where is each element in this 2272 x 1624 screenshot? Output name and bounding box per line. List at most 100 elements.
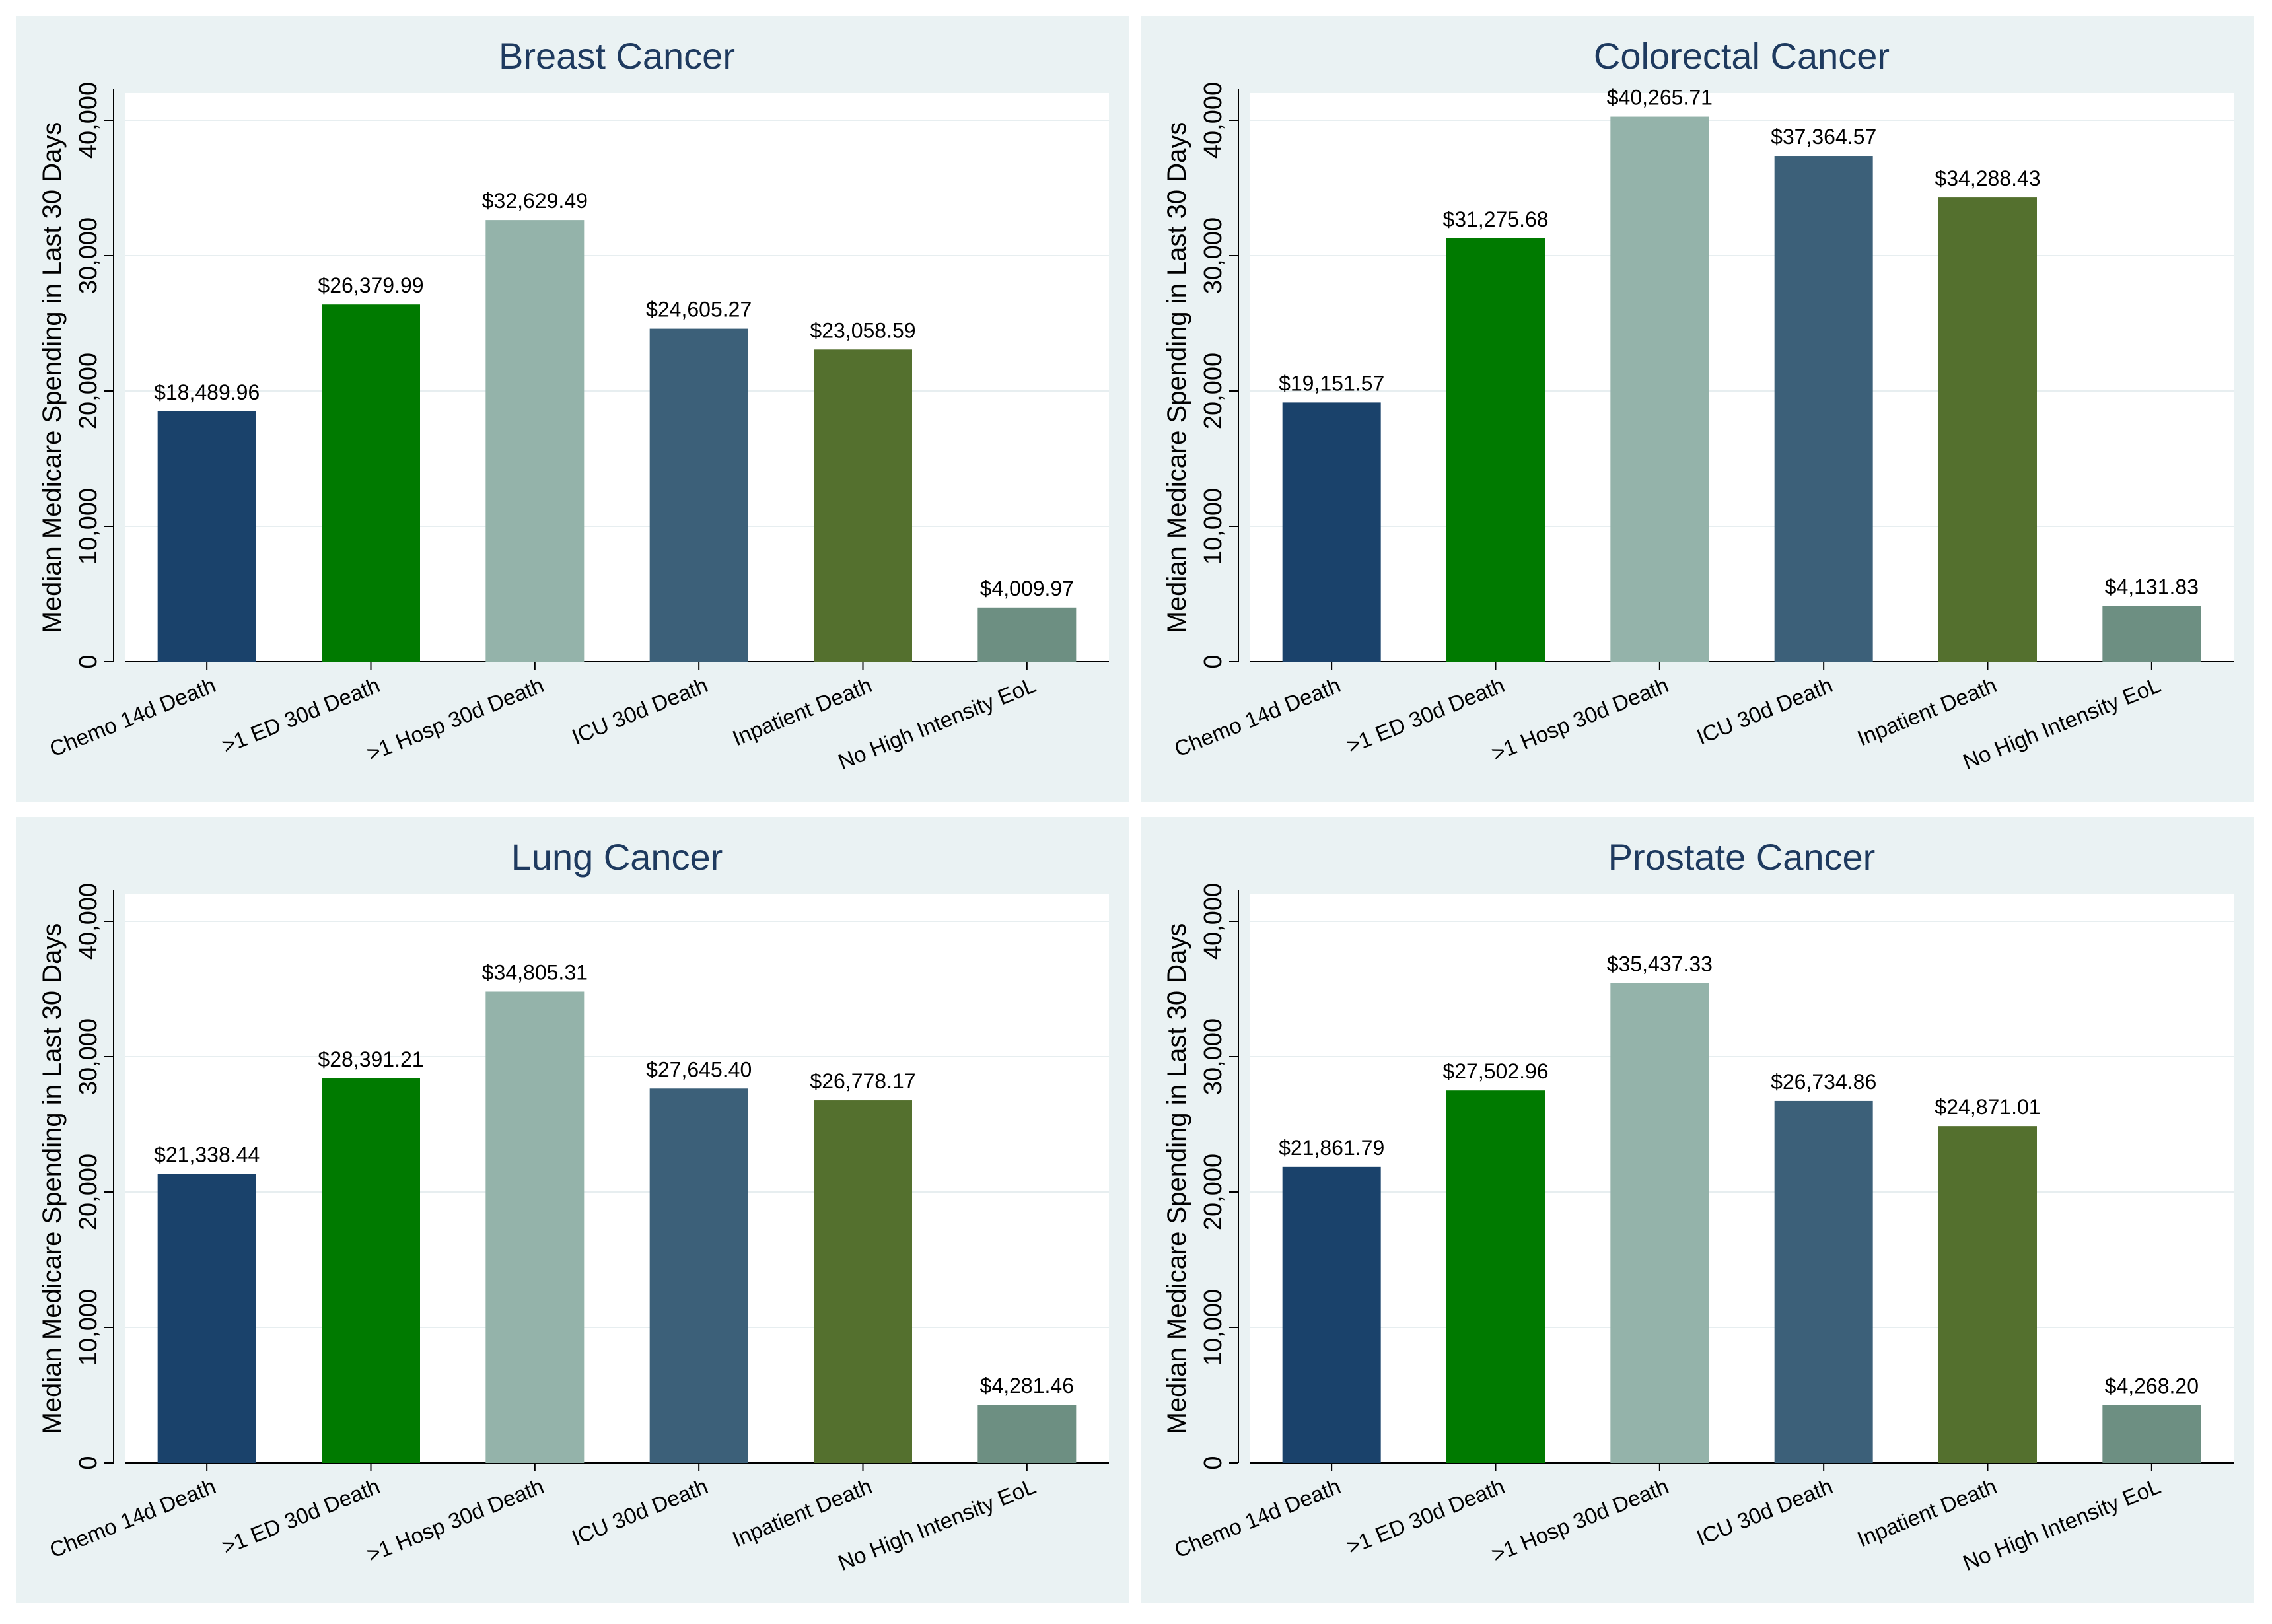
y-tick-label: 10,000 xyxy=(75,488,102,565)
y-tick-label: 0 xyxy=(1199,1456,1227,1469)
y-tick-label: 40,000 xyxy=(1199,82,1227,159)
data-label-icu-30d: $24,605.27 xyxy=(646,298,752,322)
y-axis-label: Median Medicare Spending in Last 30 Days xyxy=(38,923,67,1434)
bar-ed-30d xyxy=(1446,1090,1545,1463)
x-tick-label-inpatient: Inpatient Death xyxy=(729,1473,875,1551)
data-label-inpatient: $34,288.43 xyxy=(1935,166,2040,190)
data-label-hosp-30d: $35,437.33 xyxy=(1607,952,1713,976)
y-tick-label: 20,000 xyxy=(75,353,102,429)
bar-icu-30d xyxy=(649,328,748,662)
plot-area xyxy=(125,894,1109,1463)
chart-title: Lung Cancer xyxy=(511,836,723,878)
bar-chemo-14d xyxy=(1282,402,1381,662)
chart-panel-breast: Breast Cancer 0 10,000 20,000 30,000 40,000 Me… xyxy=(16,16,1129,802)
plot-area xyxy=(1250,93,2234,662)
x-tick-label-ed-30d: >1 ED 30d Death xyxy=(219,1473,383,1559)
y-tick-label: 0 xyxy=(75,1456,102,1469)
data-label-ed-30d: $28,391.21 xyxy=(318,1047,423,1071)
x-tick-label-inpatient: Inpatient Death xyxy=(1854,672,2000,750)
x-tick-label-ed-30d: >1 ED 30d Death xyxy=(219,672,383,758)
bar-icu-30d xyxy=(1774,156,1873,662)
bar-inpatient xyxy=(814,349,912,662)
x-tick-label-hosp-30d: >1 Hosp 30d Death xyxy=(1488,1473,1672,1567)
data-label-no-high-intensity: $4,268.20 xyxy=(2105,1374,2199,1398)
bar-hosp-30d xyxy=(485,991,585,1463)
x-tick-label-ed-30d: >1 ED 30d Death xyxy=(1343,672,1508,758)
y-tick-label: 0 xyxy=(1199,654,1227,668)
y-tick-label: 40,000 xyxy=(1199,883,1227,960)
bar-ed-30d xyxy=(1446,238,1545,662)
y-tick-label: 30,000 xyxy=(75,1018,102,1095)
chart-svg: Breast Cancer 0 10,000 20,000 30,000 40,000 Me… xyxy=(38,35,1109,774)
chart-panel-lung: Lung Cancer 0 10,000 20,000 30,000 40,000 Medi… xyxy=(16,817,1129,1603)
data-label-icu-30d: $26,734.86 xyxy=(1771,1070,1876,1094)
bar-no-high-intensity xyxy=(2102,1405,2201,1463)
bar-icu-30d xyxy=(649,1088,748,1463)
chart-svg: Colorectal Cancer 0 10,000 20,000 30,000 40,0… xyxy=(1162,35,2234,774)
bar-icu-30d xyxy=(1774,1100,1873,1463)
bar-inpatient xyxy=(1938,197,2037,662)
plot-area xyxy=(125,93,1109,662)
x-tick-label-icu-30d: ICU 30d Death xyxy=(1693,1473,1836,1550)
y-tick-label: 20,000 xyxy=(75,1154,102,1230)
y-tick-label: 20,000 xyxy=(1199,353,1227,429)
chart-panel-colorectal: Colorectal Cancer 0 10,000 20,000 30,000 40,0… xyxy=(1141,16,2254,802)
data-label-no-high-intensity: $4,281.46 xyxy=(980,1374,1074,1397)
data-label-no-high-intensity: $4,131.83 xyxy=(2105,575,2199,598)
bar-hosp-30d xyxy=(1610,116,1709,662)
x-tick-label-icu-30d: ICU 30d Death xyxy=(1693,672,1836,749)
y-tick-label: 10,000 xyxy=(1199,1289,1227,1366)
x-tick-label-chemo-14d: Chemo 14d Death xyxy=(46,672,219,761)
data-label-inpatient: $24,871.01 xyxy=(1935,1095,2040,1119)
data-label-icu-30d: $37,364.57 xyxy=(1771,125,1876,149)
x-tick-label-inpatient: Inpatient Death xyxy=(729,672,875,750)
bar-chemo-14d xyxy=(157,1174,256,1463)
data-label-chemo-14d: $21,338.44 xyxy=(154,1143,260,1167)
x-tick-label-icu-30d: ICU 30d Death xyxy=(569,672,711,749)
bar-inpatient xyxy=(814,1100,912,1463)
y-tick-label: 10,000 xyxy=(1199,488,1227,565)
data-label-icu-30d: $27,645.40 xyxy=(646,1057,752,1081)
x-tick-label-chemo-14d: Chemo 14d Death xyxy=(1171,672,1344,761)
y-tick-label: 30,000 xyxy=(75,217,102,294)
y-tick-label: 10,000 xyxy=(75,1289,102,1366)
chart-title: Prostate Cancer xyxy=(1608,836,1876,878)
chart-svg: Lung Cancer 0 10,000 20,000 30,000 40,000 Medi… xyxy=(38,836,1109,1575)
chart-title: Colorectal Cancer xyxy=(1594,35,1890,77)
chart-title: Breast Cancer xyxy=(499,35,735,77)
x-tick-label-ed-30d: >1 ED 30d Death xyxy=(1343,1473,1508,1559)
data-label-no-high-intensity: $4,009.97 xyxy=(980,577,1074,600)
bar-ed-30d xyxy=(322,304,420,662)
y-tick-label: 0 xyxy=(75,654,102,668)
bar-inpatient xyxy=(1938,1126,2037,1463)
bar-hosp-30d xyxy=(1610,983,1709,1463)
data-label-inpatient: $26,778.17 xyxy=(810,1069,915,1093)
data-label-ed-30d: $26,379.99 xyxy=(318,273,423,297)
data-label-ed-30d: $31,275.68 xyxy=(1442,207,1548,231)
bar-hosp-30d xyxy=(485,220,585,662)
data-label-chemo-14d: $19,151.57 xyxy=(1279,371,1384,395)
bar-chemo-14d xyxy=(1282,1166,1381,1463)
data-label-hosp-30d: $40,265.71 xyxy=(1607,86,1713,110)
bar-no-high-intensity xyxy=(977,1405,1077,1463)
data-label-ed-30d: $27,502.96 xyxy=(1442,1059,1548,1083)
y-tick-label: 40,000 xyxy=(75,82,102,159)
x-tick-label-hosp-30d: >1 Hosp 30d Death xyxy=(363,1473,547,1567)
x-tick-label-chemo-14d: Chemo 14d Death xyxy=(1171,1473,1344,1563)
x-tick-label-inpatient: Inpatient Death xyxy=(1854,1473,2000,1551)
x-tick-label-hosp-30d: >1 Hosp 30d Death xyxy=(363,672,547,765)
bar-no-high-intensity xyxy=(2102,606,2201,662)
chart-panel-prostate: Prostate Cancer 0 10,000 20,000 30,000 40,000… xyxy=(1141,817,2254,1603)
bar-chemo-14d xyxy=(157,411,256,662)
data-label-inpatient: $23,058.59 xyxy=(810,318,915,342)
bar-ed-30d xyxy=(322,1078,420,1463)
data-label-hosp-30d: $34,805.31 xyxy=(482,960,588,984)
data-label-chemo-14d: $18,489.96 xyxy=(154,380,260,404)
plot-area xyxy=(1250,894,2234,1463)
y-tick-label: 30,000 xyxy=(1199,1018,1227,1095)
y-axis-label: Median Medicare Spending in Last 30 Days xyxy=(38,122,67,633)
y-axis-label: Median Medicare Spending in Last 30 Days xyxy=(1162,122,1191,633)
chart-svg: Prostate Cancer 0 10,000 20,000 30,000 40,000… xyxy=(1162,836,2234,1575)
data-label-hosp-30d: $32,629.49 xyxy=(482,189,588,213)
